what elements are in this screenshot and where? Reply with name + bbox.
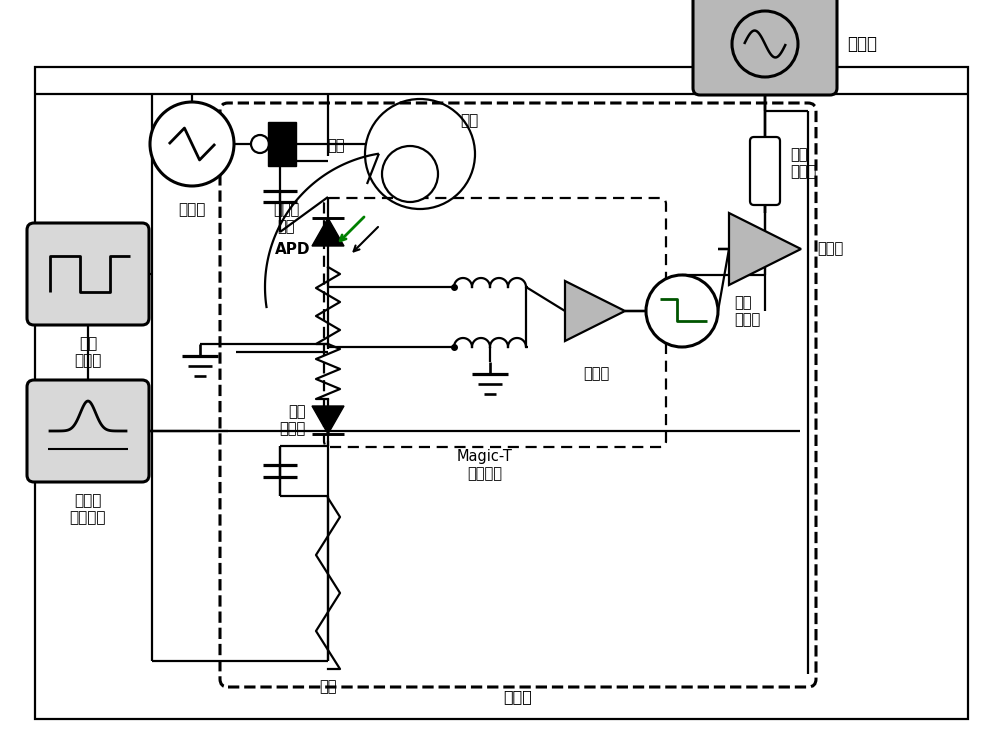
- Bar: [35, 67, 968, 719]
- Circle shape: [382, 146, 438, 202]
- Circle shape: [646, 275, 718, 347]
- Polygon shape: [565, 281, 625, 341]
- Text: 可调衰
减器: 可调衰 减器: [273, 202, 299, 234]
- Text: Magic-T
差分网络: Magic-T 差分网络: [457, 449, 513, 482]
- Circle shape: [150, 102, 234, 186]
- Polygon shape: [312, 406, 344, 434]
- Text: 放大器: 放大器: [817, 241, 843, 256]
- Text: 信号
发生器: 信号 发生器: [74, 336, 102, 369]
- Text: 高速
二极管: 高速 二极管: [280, 404, 306, 436]
- Circle shape: [251, 135, 269, 153]
- FancyBboxPatch shape: [750, 137, 780, 205]
- Text: 光纤: 光纤: [460, 114, 478, 129]
- FancyBboxPatch shape: [27, 223, 149, 325]
- Text: 示波器: 示波器: [847, 35, 877, 53]
- Text: 高压: 高压: [327, 138, 345, 153]
- FancyBboxPatch shape: [693, 0, 837, 95]
- Circle shape: [732, 11, 798, 77]
- Text: 高压: 高压: [319, 679, 337, 694]
- Text: 模数
转换器: 模数 转换器: [790, 147, 816, 179]
- Text: APD: APD: [274, 241, 310, 256]
- Text: 放大器: 放大器: [583, 366, 609, 381]
- Text: 制冷盒: 制冷盒: [504, 689, 532, 704]
- Bar: [268, 122, 296, 166]
- FancyBboxPatch shape: [27, 380, 149, 482]
- Polygon shape: [312, 218, 344, 246]
- Text: 低通
滤波器: 低通 滤波器: [734, 295, 760, 327]
- Text: 激光器: 激光器: [178, 202, 206, 217]
- Text: 门脉冲
产生电路: 门脉冲 产生电路: [70, 493, 106, 525]
- Polygon shape: [729, 213, 801, 285]
